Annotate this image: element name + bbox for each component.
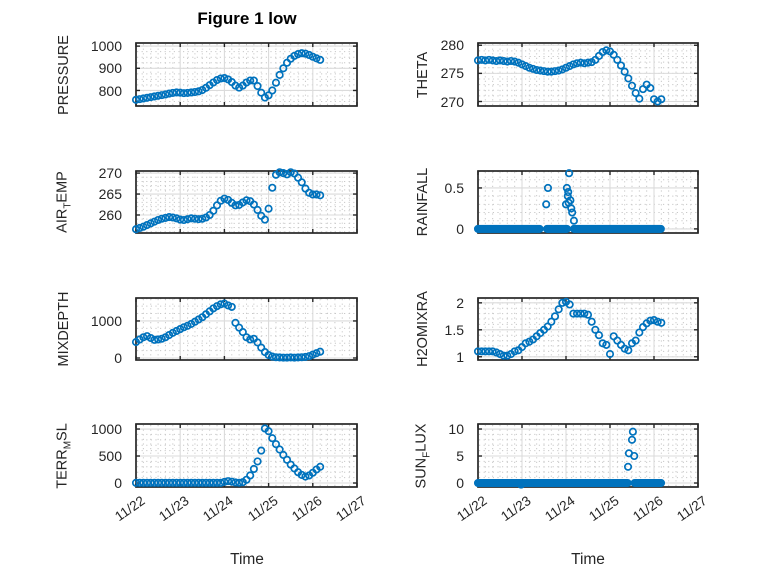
y-tick-label-theta: 280 (440, 37, 464, 54)
y-tick-label-theta: 275 (440, 65, 464, 82)
subplot-theta (473, 42, 699, 107)
y-tick-label-h2omixra: 1 (456, 348, 464, 365)
subplot-sun-flux (473, 423, 699, 489)
y-tick-label-rainfall: 0.5 (444, 179, 464, 196)
scatter-markers-terr-msl (131, 424, 325, 487)
y-tick-label-air-temp: 270 (98, 165, 122, 182)
subplot-rainfall (473, 169, 699, 234)
y-axis-label-h2omixra: H2OMIXRA (415, 291, 431, 367)
scatter-markers-pressure (131, 49, 325, 104)
y-tick-label-pressure: 1000 (90, 38, 122, 55)
y-axis-label-terr-msl: TERRMSL (54, 422, 74, 489)
x-axis-label-right: Time (571, 551, 605, 568)
y-tick-label-air-temp: 265 (98, 186, 122, 202)
y-tick-label-mixdepth: 1000 (90, 313, 122, 329)
y-tick-label-h2omixra: 2 (456, 294, 464, 311)
scatter-markers-theta (473, 46, 666, 106)
y-tick-label-terr-msl: 1000 (90, 421, 122, 437)
y-tick-label-sun-flux: 10 (448, 421, 464, 437)
y-tick-label-terr-msl: 500 (98, 448, 122, 464)
subplot-pressure (131, 42, 358, 107)
y-axis-label-sun-flux: SUNFLUX (413, 423, 433, 488)
x-axis-label-left: Time (230, 551, 264, 568)
scatter-markers-rainfall (473, 169, 665, 233)
scatter-markers-mixdepth (131, 299, 325, 362)
scatter-markers-air-temp (131, 168, 325, 234)
y-tick-label-rainfall: 0 (456, 220, 464, 237)
y-axis-label-rainfall: RAINFALL (415, 167, 431, 237)
y-tick-label-pressure: 800 (98, 82, 122, 99)
y-axis-label-air-temp: AIRTEMP (54, 171, 74, 233)
y-tick-label-sun-flux: 5 (456, 448, 464, 464)
scatter-markers-sun-flux (473, 427, 666, 489)
y-tick-label-theta: 270 (440, 93, 464, 110)
subplot-mixdepth (131, 297, 358, 362)
y-tick-label-sun-flux: 0 (456, 475, 464, 491)
subplot-air-temp (131, 168, 358, 234)
subplot-terr-msl (131, 423, 358, 488)
subplot-h2omixra (473, 297, 699, 361)
scatter-markers-h2omixra (473, 297, 666, 360)
y-axis-label-mixdepth: MIXDEPTH (56, 291, 72, 367)
y-axis-label-pressure: PRESSURE (56, 34, 72, 115)
y-tick-label-pressure: 900 (98, 60, 122, 77)
y-axis-label-theta: THETA (415, 51, 431, 98)
y-tick-label-h2omixra: 1.5 (444, 321, 464, 338)
y-tick-label-mixdepth: 0 (114, 350, 122, 366)
y-tick-label-terr-msl: 0 (114, 475, 122, 491)
y-tick-label-air-temp: 260 (98, 207, 122, 223)
figure-title: Figure 1 low (197, 9, 297, 28)
